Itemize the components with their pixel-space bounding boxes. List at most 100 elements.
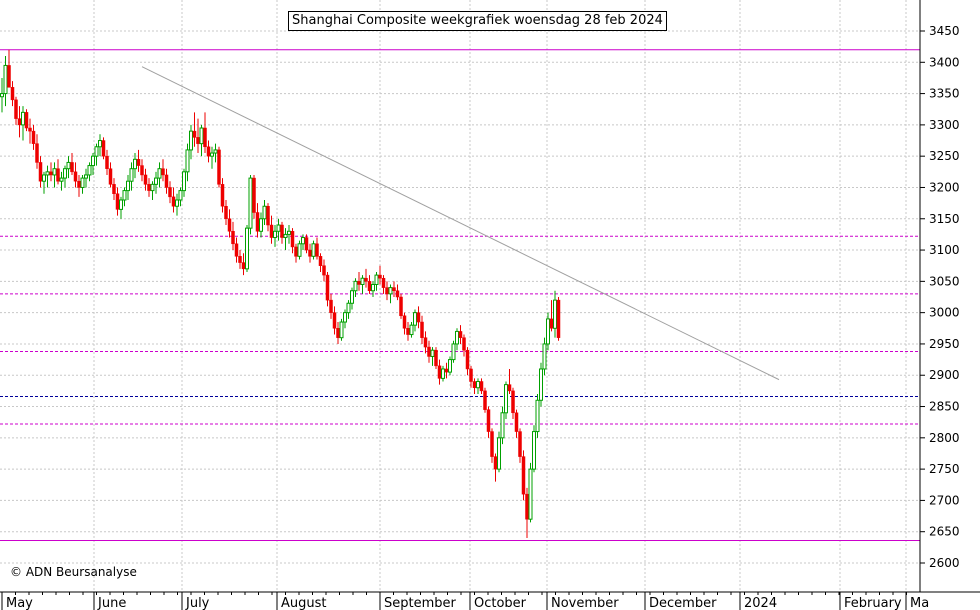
- candle-body-up: [126, 180, 130, 192]
- candle-body-up: [297, 243, 302, 257]
- candle-body-up: [98, 140, 102, 148]
- candle-body-down: [10, 87, 15, 101]
- candle-body-down: [486, 409, 491, 432]
- candle-body-down: [385, 287, 389, 295]
- candle-body-down: [458, 331, 463, 338]
- candle-body-up: [500, 412, 505, 439]
- candle-body-down: [332, 312, 337, 329]
- candle-body-down: [315, 243, 319, 257]
- candle-body-up: [273, 230, 277, 239]
- candle-body-up: [245, 227, 249, 270]
- candle-body-up: [311, 243, 316, 257]
- candle-body-down: [402, 315, 407, 329]
- candle-body-down: [294, 246, 298, 257]
- trendline: [141, 66, 780, 381]
- x-tick-label: December: [649, 596, 717, 610]
- candle-body-up: [430, 349, 435, 357]
- candle-body-down: [35, 143, 39, 163]
- candle-body-down: [217, 149, 221, 185]
- candle-body-up: [504, 384, 508, 414]
- candle-body-down: [406, 328, 410, 335]
- candle-body-up: [66, 161, 71, 170]
- candle-body-up: [157, 168, 162, 179]
- candle-body-up: [409, 324, 414, 336]
- y-tick-label: 3400: [929, 55, 960, 69]
- candle-body-down: [147, 184, 151, 191]
- x-tick-label: October: [474, 596, 527, 610]
- candle-body-up: [451, 343, 456, 361]
- candle-body-down: [511, 390, 515, 414]
- candle-body-up: [199, 127, 204, 145]
- candle-body-up: [182, 171, 186, 192]
- candle-body-up: [52, 168, 57, 176]
- candle-body-up: [350, 290, 354, 304]
- candle-body-down: [507, 384, 512, 392]
- candle-body-down: [77, 180, 81, 188]
- candle-body-up: [42, 174, 46, 182]
- candle-body-down: [115, 193, 120, 210]
- candle-body-down: [518, 431, 522, 457]
- x-tick-label: September: [384, 596, 457, 610]
- candle-body-up: [343, 312, 347, 323]
- candle-body-down: [367, 281, 372, 291]
- candle-body-up: [210, 152, 214, 157]
- candle-body-down: [108, 168, 113, 185]
- candle-body-down: [14, 99, 18, 119]
- candle-body-up: [21, 111, 25, 126]
- x-tick-label: 2024: [744, 596, 777, 610]
- x-tick-label: July: [185, 596, 210, 610]
- candle-body-down: [17, 118, 22, 126]
- plot-frame: [0, 0, 980, 593]
- candle-body-up: [301, 237, 305, 245]
- candle-body-up: [175, 199, 179, 207]
- candle-body-down: [24, 112, 29, 129]
- candle-body-down: [318, 256, 323, 266]
- y-axis: 2600 2650 2700 2750 2800 2850 2900 2950 3000 3050…: [920, 24, 960, 570]
- candle-body-down: [308, 249, 312, 257]
- y-tick-label: 2800: [929, 431, 960, 445]
- candle-body-down: [269, 224, 274, 238]
- candle-body-down: [192, 130, 197, 138]
- candle-body-down: [161, 168, 165, 176]
- candle-body-up: [3, 64, 8, 95]
- candle-body-down: [427, 346, 431, 357]
- candle-body-up: [213, 149, 218, 154]
- y-tick-label: 3150: [929, 212, 960, 226]
- chart-title: Shanghai Composite weekgrafiek woensdag …: [288, 11, 667, 31]
- candle-body-up: [287, 230, 291, 235]
- candle-body-down: [136, 159, 141, 166]
- candle-body-down: [171, 196, 176, 207]
- candle-body-down: [493, 456, 498, 470]
- y-tick-label: 2750: [929, 462, 960, 476]
- candle-body-up: [262, 205, 267, 220]
- y-tick-label: 2700: [929, 493, 960, 507]
- candle-body-down: [434, 349, 438, 367]
- candle-body-down: [73, 171, 78, 182]
- candle-body-down: [336, 328, 340, 338]
- candle-body-up: [248, 177, 253, 229]
- y-tick-label: 2600: [929, 556, 960, 570]
- x-axis: May June July August September October Novembe…: [1, 592, 929, 610]
- candle-body-up: [283, 233, 288, 239]
- candle-body-down: [462, 337, 466, 351]
- candle-body-down: [325, 274, 330, 301]
- x-tick-label: August: [281, 596, 327, 610]
- candle-body-up: [353, 280, 358, 292]
- candle-body-up: [339, 321, 344, 339]
- candle-body-down: [490, 431, 494, 457]
- candle-body-up: [150, 183, 155, 192]
- candle-body-down: [105, 155, 109, 169]
- candle-body-up: [497, 437, 501, 470]
- candle-body-up: [542, 343, 547, 370]
- candle-body-down: [423, 337, 428, 348]
- candle-body-up: [535, 399, 540, 433]
- candle-body-down: [329, 299, 333, 313]
- y-tick-label: 2950: [929, 337, 960, 351]
- candle-body-down: [521, 456, 526, 495]
- candle-body-down: [56, 168, 60, 182]
- candle-body-up: [178, 190, 183, 201]
- candle-body-down: [231, 231, 235, 245]
- candle-body-down: [290, 231, 295, 248]
- candle-body-up: [129, 168, 134, 182]
- x-tick-label: May: [6, 596, 33, 610]
